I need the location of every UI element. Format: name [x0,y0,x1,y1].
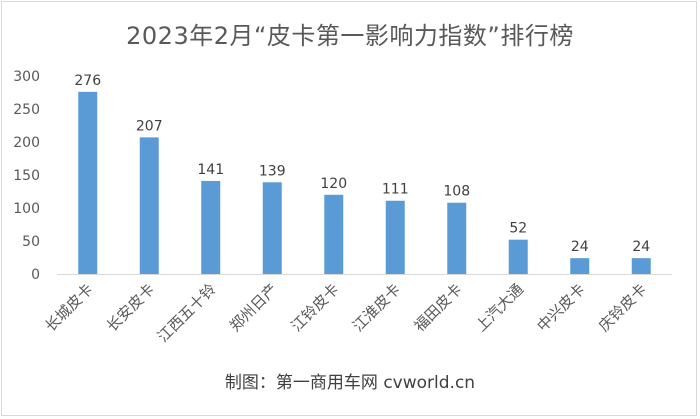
x-tick-label: 长城皮卡 [41,280,96,335]
x-tick-label: 庆铃皮卡 [595,280,650,335]
x-tick-label: 江淮皮卡 [349,280,404,335]
y-tick-label: 150 [13,168,40,184]
x-tick-label: 长安皮卡 [103,280,158,335]
data-label: 52 [509,221,527,237]
data-label: 111 [382,182,409,198]
bar [385,200,405,274]
bar [262,182,282,274]
x-tick-label: 上汽大通 [472,280,527,335]
data-label: 276 [74,73,101,89]
bar [139,137,159,274]
bar [78,91,98,274]
bar [201,180,221,274]
data-label: 24 [632,239,650,255]
chart-credit: 制图：第一商用车网 cvworld.cn [224,373,476,393]
y-tick-label: 200 [13,135,40,151]
data-label: 24 [571,239,589,255]
bar [508,239,528,274]
x-tick-label: 江西五十铃 [154,280,220,346]
y-tick-label: 0 [31,267,40,283]
x-tick-label: 中兴皮卡 [533,280,588,335]
bar [631,258,651,274]
data-label: 207 [136,118,163,134]
bar [324,194,344,274]
data-label: 108 [443,184,470,200]
chart-title: 2023年2月“皮卡第一影响力指数”排行榜 [126,22,574,50]
x-tick-label: 江铃皮卡 [287,280,342,335]
y-tick-label: 300 [13,69,40,85]
bar [570,258,590,274]
y-tick-label: 100 [13,201,40,217]
data-label: 139 [259,163,286,179]
bar [447,202,467,274]
y-tick-label: 250 [13,102,40,118]
x-tick-label: 福田皮卡 [410,280,465,335]
data-label: 141 [197,162,224,178]
y-tick-label: 50 [22,234,40,250]
x-tick-label: 郑州日产 [226,280,281,335]
data-label: 120 [320,176,347,192]
